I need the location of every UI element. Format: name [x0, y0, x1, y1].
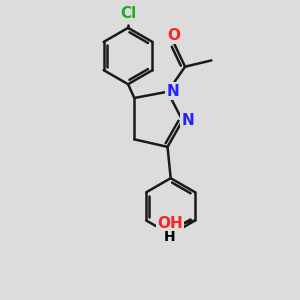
Text: O: O [167, 28, 180, 43]
Text: N: N [181, 113, 194, 128]
Text: N: N [166, 84, 179, 99]
Text: Cl: Cl [120, 6, 136, 21]
Text: H: H [164, 230, 176, 244]
Text: OH: OH [157, 216, 183, 231]
